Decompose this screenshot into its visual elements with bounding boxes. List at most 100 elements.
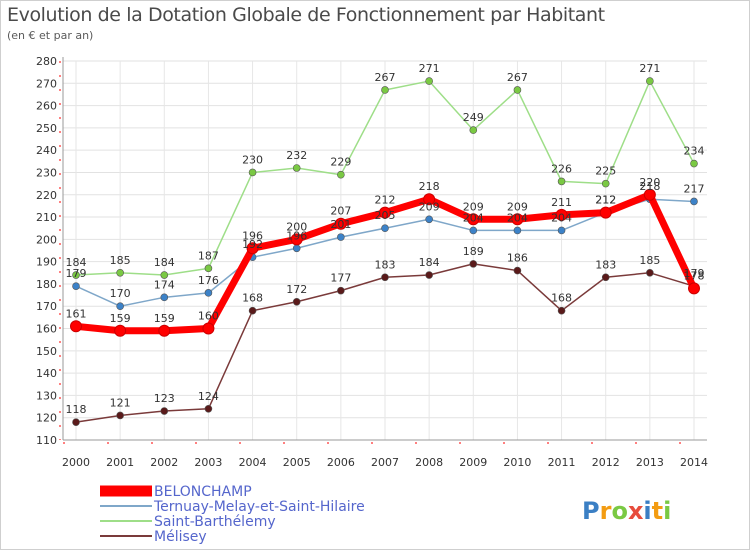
data-point: [469, 226, 478, 235]
y-tick-label: 190: [36, 256, 57, 269]
x-tick-label: 2004: [239, 456, 267, 469]
data-label: 177: [330, 272, 351, 285]
data-point: [646, 77, 654, 85]
data-label: 212: [595, 194, 616, 207]
data-label: 161: [66, 307, 87, 320]
x-tick-label: 2014: [680, 456, 708, 469]
y-tick-label: 260: [36, 100, 57, 113]
chart-title: Evolution de la Dotation Globale de Fonc…: [7, 4, 605, 26]
data-label: 196: [286, 229, 307, 242]
y-tick-label: 200: [36, 233, 57, 246]
data-point: [381, 86, 389, 94]
y-tick-label: 250: [36, 122, 57, 135]
data-label: 201: [330, 218, 351, 231]
data-label: 121: [110, 396, 131, 409]
data-point: [290, 233, 303, 246]
x-tick-label: 2013: [636, 456, 664, 469]
data-point: [334, 217, 347, 230]
data-label: 118: [66, 403, 87, 416]
data-point: [337, 233, 345, 241]
data-label: 184: [66, 256, 87, 269]
axes: 110 120 130 140 150 160 170 180 190 200 210 220 230 2…: [36, 55, 708, 469]
x-tick-label: 2003: [194, 456, 222, 469]
data-label: 172: [286, 283, 307, 296]
data-point: [688, 282, 700, 295]
data-label: 230: [242, 153, 263, 166]
y-tick-label: 220: [36, 189, 57, 202]
data-point: [292, 297, 301, 306]
data-point: [292, 244, 301, 253]
data-label: 204: [507, 211, 528, 224]
legend: BELONCHAMPTernuay-Melay-et-Saint-Hilaire…: [100, 484, 365, 545]
data-point: [72, 418, 80, 426]
y-tick-label: 140: [36, 367, 57, 380]
data-point: [204, 404, 213, 413]
y-tick-label: 120: [36, 412, 57, 425]
y-tick-label: 240: [36, 144, 57, 157]
data-label: 176: [198, 274, 219, 287]
data-label: 209: [463, 200, 484, 213]
data-label: 229: [330, 156, 351, 169]
data-label: 200: [286, 220, 307, 233]
data-label: 218: [639, 180, 660, 193]
data-point: [601, 179, 610, 188]
data-label: 212: [595, 194, 616, 207]
data-label: 196: [242, 229, 263, 242]
x-tick-label: 2005: [283, 456, 311, 469]
data-label: 211: [551, 196, 572, 209]
data-label: 209: [419, 200, 440, 213]
data-label: 271: [639, 62, 660, 75]
x-tick-label: 2012: [592, 456, 620, 469]
proxiti-logo-text: Proxiti: [582, 497, 671, 525]
data-point: [72, 282, 80, 290]
legend-label: BELONCHAMP: [154, 484, 252, 500]
data-label: 160: [198, 310, 219, 323]
data-label: 186: [507, 252, 528, 265]
data-point: [202, 322, 215, 335]
data-point: [381, 273, 389, 282]
x-tick-label: 2006: [327, 456, 355, 469]
data-point: [690, 159, 698, 168]
x-tick-label: 2011: [548, 456, 576, 469]
data-point: [513, 226, 522, 235]
data-point: [511, 213, 524, 226]
logo-letter: i: [663, 497, 671, 525]
data-label: 232: [286, 149, 307, 162]
data-label: 212: [375, 194, 396, 207]
data-label: 183: [595, 258, 616, 271]
data-point: [160, 407, 169, 415]
data-label: 179: [66, 267, 87, 280]
data-point: [337, 170, 345, 179]
data-point: [114, 324, 127, 337]
data-label: 185: [110, 254, 131, 267]
proxiti-logo: Proxiti: [582, 497, 671, 525]
data-label: 205: [375, 209, 396, 222]
data-point: [425, 215, 433, 224]
data-label: 225: [595, 165, 616, 178]
data-label: 267: [375, 71, 396, 84]
y-tick-label: 270: [36, 77, 57, 90]
y-tick-label: 110: [36, 434, 57, 447]
data-label: 178: [684, 269, 705, 282]
x-tick-label: 2007: [371, 456, 399, 469]
data-point: [292, 164, 301, 172]
y-tick-label: 130: [36, 389, 57, 402]
data-label: 168: [551, 292, 572, 305]
data-label: 184: [154, 256, 175, 269]
x-tick-label: 2009: [459, 456, 487, 469]
data-label: 179: [684, 267, 705, 280]
data-label: 220: [639, 176, 660, 189]
data-point: [513, 266, 522, 275]
data-point: [557, 177, 566, 186]
data-label: 207: [330, 205, 351, 218]
x-tick-label: 2002: [150, 456, 178, 469]
data-point: [425, 271, 433, 279]
data-label: 192: [242, 238, 263, 251]
data-point: [467, 213, 480, 226]
logo-letter: r: [600, 497, 612, 525]
data-label: 170: [110, 287, 131, 300]
data-label: 226: [551, 162, 572, 175]
y-tick-label: 210: [36, 211, 57, 224]
data-point: [379, 206, 391, 219]
